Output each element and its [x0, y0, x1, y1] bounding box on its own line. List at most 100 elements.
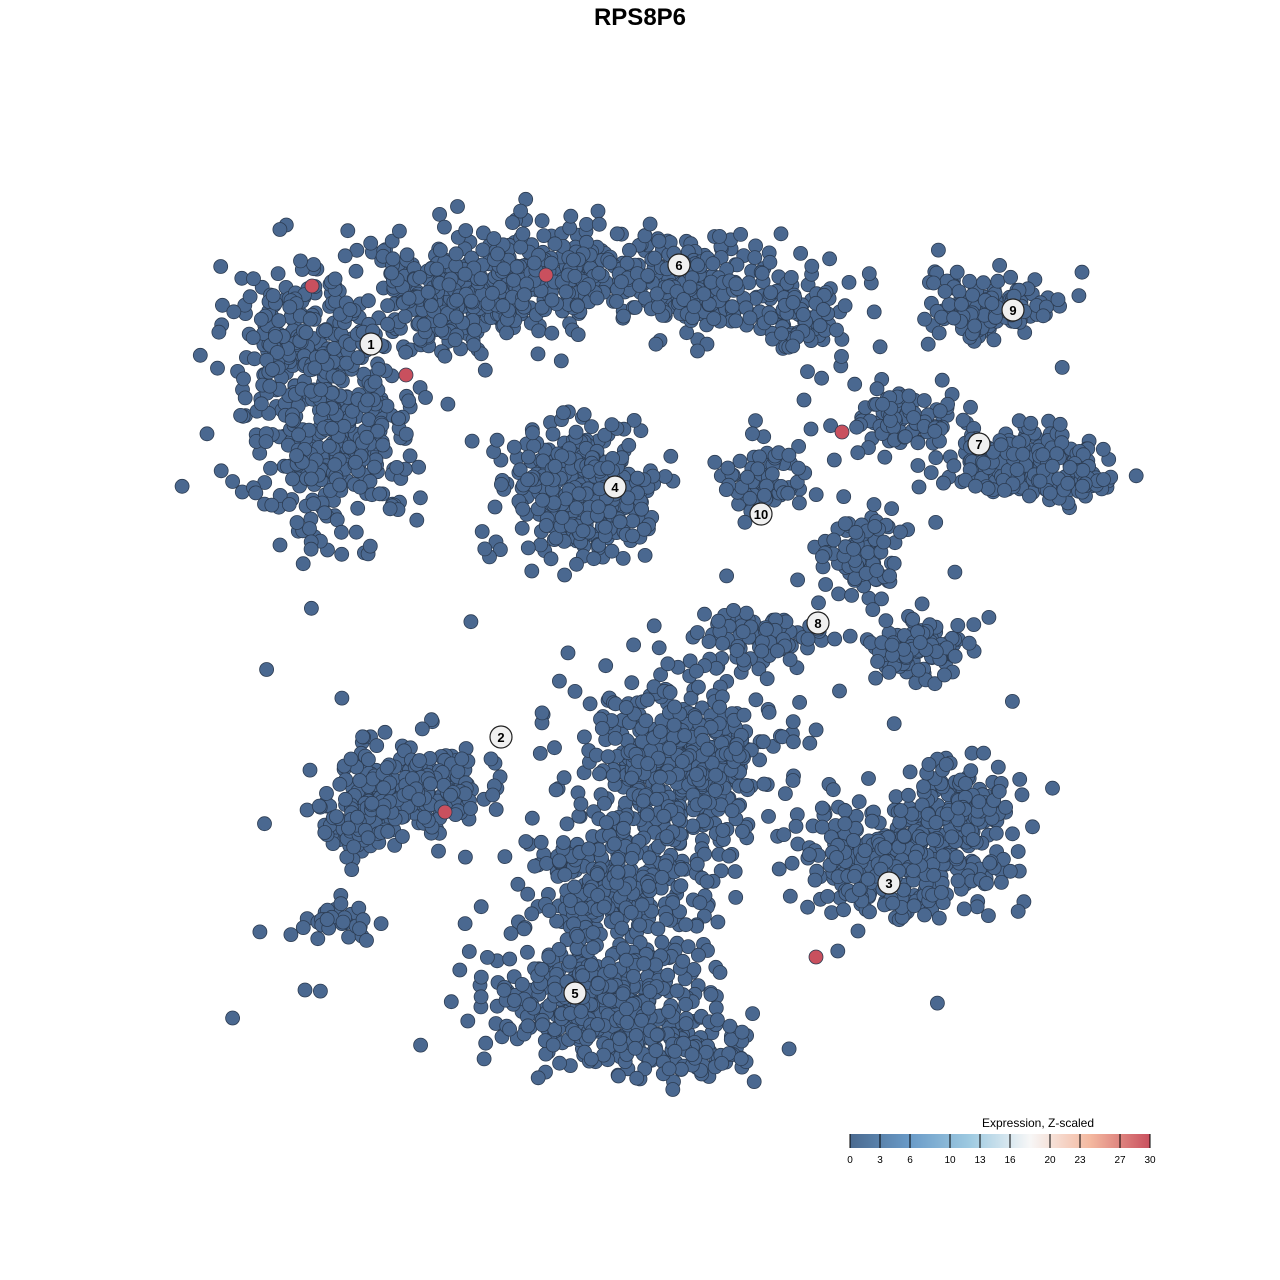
cell-point [609, 294, 624, 309]
cell-point [591, 216, 607, 232]
cell-point [662, 741, 677, 756]
cell-point [485, 787, 501, 803]
cell-point [507, 993, 522, 1008]
cell-point [567, 268, 583, 284]
cell-point [763, 310, 779, 326]
cell-point [342, 302, 358, 317]
cell-point [213, 259, 229, 274]
cell-point [1015, 446, 1031, 462]
cell-point [321, 438, 337, 454]
cell-point [961, 635, 977, 651]
cluster-label: 1 [367, 337, 374, 352]
cell-point-high [538, 267, 554, 283]
cell-point [328, 809, 344, 824]
cell-point [418, 390, 433, 405]
cell-point [346, 839, 362, 855]
cell-point [1049, 446, 1065, 462]
cell-point [397, 309, 413, 324]
cell-point [272, 537, 288, 553]
cell-point [646, 618, 662, 634]
cell-point [963, 763, 979, 778]
cell-point [633, 423, 649, 439]
cell-point [648, 336, 664, 352]
cell-point [490, 246, 506, 262]
cell-point [258, 434, 274, 450]
cell-point [253, 311, 269, 327]
cell-point [625, 528, 640, 544]
cell-point [682, 279, 698, 295]
cell-point [344, 862, 360, 877]
points-layer [174, 191, 1144, 1097]
cell-point [364, 795, 380, 811]
cell-point [936, 475, 951, 491]
cell-point [701, 634, 717, 649]
cell-point [592, 766, 607, 782]
cell-point [545, 1037, 561, 1053]
cell-point [875, 396, 890, 412]
cell-point-high [304, 278, 320, 294]
cell-point [341, 439, 357, 455]
cell-point [314, 349, 330, 365]
cell-point [901, 787, 916, 803]
cell-point [982, 855, 998, 871]
cell-point [306, 257, 322, 272]
legend-tick-label: 6 [907, 1155, 913, 1166]
cell-point [708, 767, 724, 783]
cell-point [1009, 462, 1025, 478]
cell-point [532, 746, 548, 761]
cell-point [600, 749, 616, 764]
cell-point [938, 757, 954, 772]
cell-point [553, 353, 569, 369]
cell-point [849, 419, 864, 435]
cell-point [575, 523, 591, 539]
cell-point [920, 336, 936, 352]
cell-point [707, 454, 723, 470]
cell-point [380, 824, 396, 839]
cell-point [376, 780, 392, 796]
cell-point [719, 568, 734, 584]
cell-point [298, 325, 314, 340]
cell-point [967, 318, 983, 334]
cell-point [334, 690, 350, 706]
cell-point [380, 316, 396, 332]
cell-point [391, 223, 407, 239]
legend-tick-label: 0 [847, 1155, 853, 1166]
cell-point [479, 950, 495, 965]
cell-point [748, 413, 763, 429]
cell-point [791, 460, 806, 476]
cell-point [252, 924, 268, 940]
cell-point [262, 378, 278, 394]
cell-point [836, 489, 852, 505]
cell-point [935, 848, 951, 864]
legend-tick-label: 16 [1004, 1155, 1016, 1166]
cell-point [447, 332, 463, 348]
cell-point [552, 853, 567, 869]
cell-point [607, 836, 622, 852]
cell-point [697, 606, 712, 622]
cell-point [363, 235, 379, 251]
cell-point [474, 524, 490, 539]
cell-point [289, 515, 305, 530]
cell-point [818, 577, 833, 592]
cell-point [552, 673, 567, 689]
cell-point [912, 635, 928, 650]
cell-point [233, 407, 249, 423]
cell-point [867, 519, 883, 534]
cell-point [712, 699, 727, 715]
cell-point [359, 429, 375, 445]
cell-point [199, 426, 215, 442]
cell-point [375, 437, 391, 453]
cell-point [452, 962, 468, 978]
cell-point [831, 586, 846, 602]
cell-point [662, 685, 678, 700]
cell-point [245, 330, 261, 346]
cell-point [926, 275, 941, 291]
cell-point [269, 345, 285, 360]
cell-point [496, 982, 512, 998]
cell-point [826, 452, 842, 468]
cell-point [881, 665, 897, 680]
cell-point [562, 954, 578, 970]
cell-point [625, 513, 641, 529]
cell-point [502, 1021, 518, 1037]
cell-point [692, 895, 708, 911]
